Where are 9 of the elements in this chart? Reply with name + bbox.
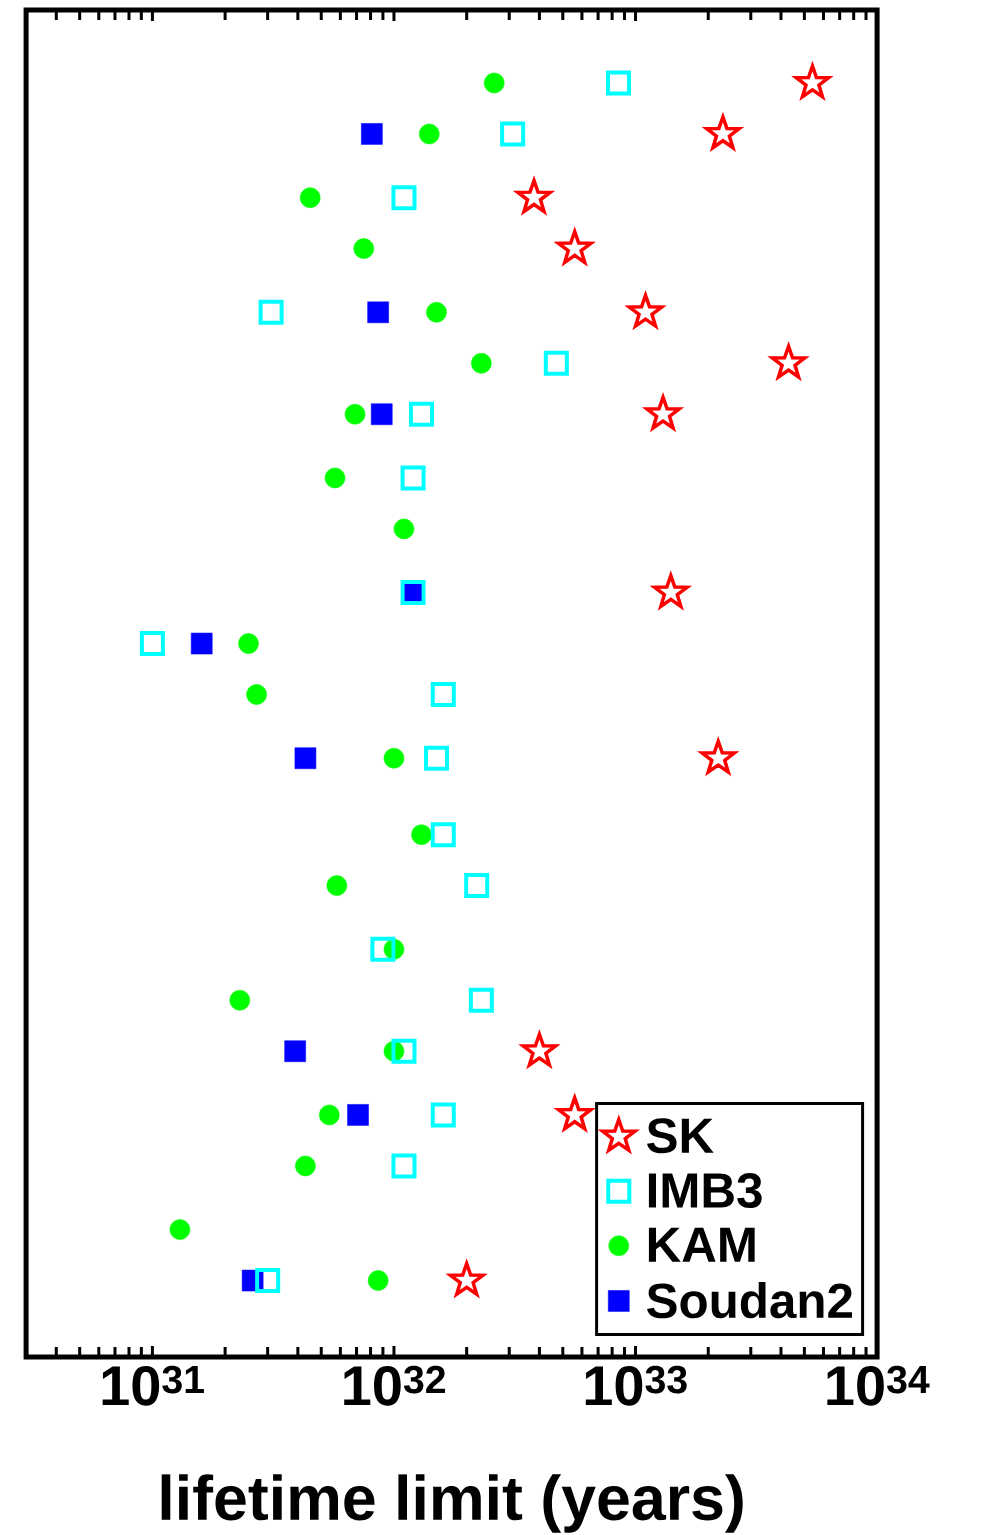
x-tick-label: 10$^{32}$ (344, 1365, 446, 1406)
x-tick-label: 10$^{34}$ (827, 1365, 930, 1406)
x-axis-title: lifetime limit (years) (161, 1474, 743, 1533)
x-tick-label: 10$^{31}$ (102, 1365, 204, 1406)
legend-label: SK (647, 1118, 714, 1154)
x-tick-label: 10$^{33}$ (585, 1365, 687, 1406)
legend-label: KAM (648, 1227, 755, 1262)
legend-label: Soudan2 (647, 1282, 852, 1319)
legend-label: IMB3 (648, 1173, 762, 1209)
